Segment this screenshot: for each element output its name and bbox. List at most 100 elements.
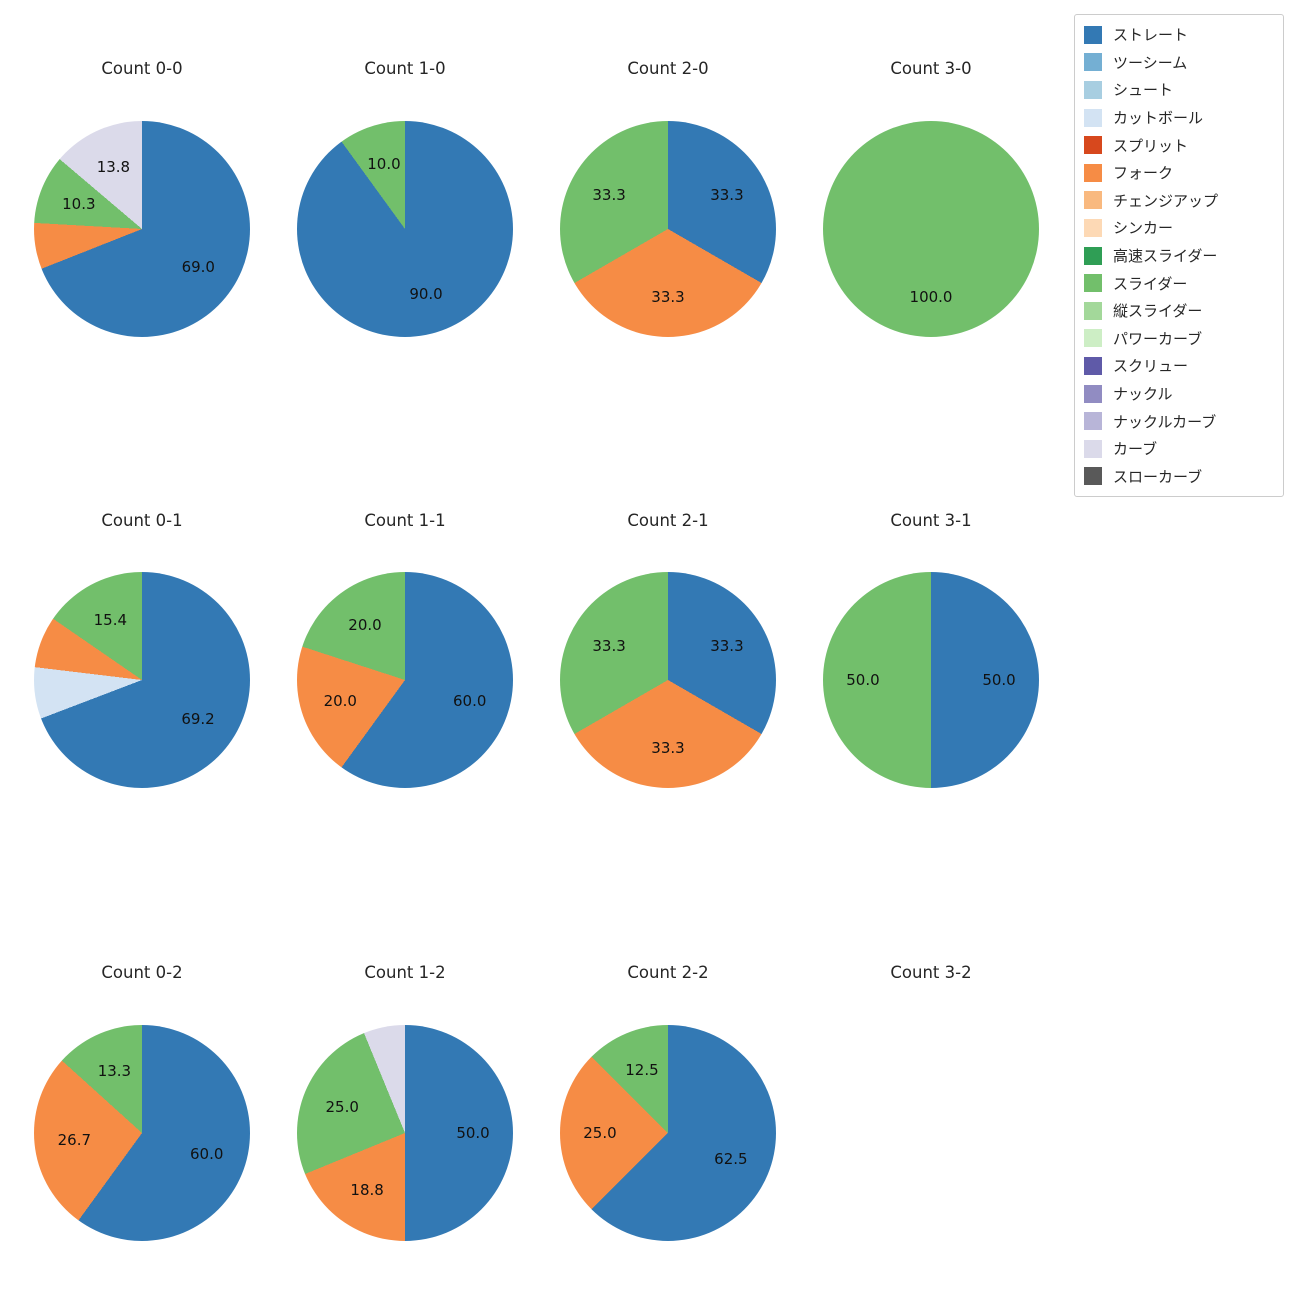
pie-slice-label: 33.3 — [592, 636, 626, 655]
legend-swatch — [1084, 163, 1102, 182]
chart-title: Count 2-1 — [627, 511, 709, 530]
pie-chart: 69.0 10.3 13.8 — [34, 121, 250, 337]
legend-swatch — [1084, 191, 1102, 210]
pie-slice-label: 60.0 — [453, 692, 487, 711]
pie-chart: 50.0 18.8 25.0 — [297, 1025, 513, 1241]
legend-item: カットボール — [1084, 104, 1277, 132]
chart-title: Count 3-2 — [890, 963, 972, 982]
legend-item: フォーク — [1084, 159, 1277, 187]
legend-item: パワーカーブ — [1084, 325, 1277, 353]
legend-item: スクリュー — [1084, 352, 1277, 380]
legend-swatch — [1084, 218, 1102, 237]
pie-chart: 33.3 33.3 33.3 — [560, 572, 776, 788]
pie-slice-label: 50.0 — [982, 671, 1016, 689]
pie-chart: 69.2 15.4 — [34, 572, 250, 788]
legend: ストレートツーシームシュートカットボールスプリットフォークチェンジアップ シンカー… — [1074, 14, 1284, 498]
pie-slice-label: 33.3 — [592, 185, 626, 204]
legend-item: ストレート — [1084, 21, 1277, 49]
chart-title: Count 3-1 — [890, 511, 972, 530]
legend-swatch — [1084, 439, 1102, 458]
legend-swatch — [1084, 274, 1102, 293]
legend-items: ストレートツーシームシュートカットボールスプリットフォークチェンジアップ シンカー… — [1084, 21, 1277, 490]
chart-title: Count 2-2 — [627, 963, 709, 982]
legend-item-label: スクリュー — [1113, 357, 1189, 376]
legend-item: 縦スライダー — [1084, 297, 1277, 325]
legend-item: スローカーブ — [1084, 463, 1277, 491]
pie-slice-label: 100.0 — [909, 288, 953, 307]
chart-title: Count 0-2 — [101, 963, 183, 982]
chart-title: Count 0-0 — [101, 59, 183, 78]
legend-item: シンカー — [1084, 214, 1277, 242]
chart-title: Count 1-1 — [364, 511, 446, 530]
legend-item: スライダー — [1084, 269, 1277, 297]
legend-item-label: パワーカーブ — [1113, 329, 1203, 348]
chart-title: Count 0-1 — [101, 511, 183, 530]
legend-item: チェンジアップ — [1084, 187, 1277, 215]
pie-slice-label: 10.3 — [62, 194, 96, 213]
legend-item-label: カットボール — [1113, 109, 1204, 128]
legend-item-label: シンカー — [1113, 219, 1174, 238]
legend-swatch — [1084, 301, 1102, 320]
pie-chart: 50.0 50.0 — [823, 572, 1039, 788]
legend-item-label: スローカーブ — [1113, 467, 1203, 486]
pie-slice-label: 62.5 — [714, 1150, 748, 1169]
pie-slice-label: 69.2 — [181, 709, 215, 728]
legend-swatch — [1084, 136, 1102, 155]
legend-swatch — [1084, 467, 1102, 486]
legend-item: シュート — [1084, 76, 1277, 104]
pie-slice-label: 33.3 — [651, 288, 685, 307]
legend-swatch — [1084, 25, 1102, 44]
pie-slice-label: 15.4 — [93, 610, 128, 629]
pie-slice-label: 20.0 — [323, 692, 357, 711]
chart-title: Count 2-0 — [627, 59, 709, 78]
legend-item-label: スライダー — [1113, 274, 1188, 293]
chart-title: Count 3-0 — [890, 59, 972, 78]
pie-chart: 100.0 — [823, 121, 1039, 337]
pie-slice-label: 25.0 — [583, 1124, 617, 1142]
pie-chart: 60.0 26.7 13.3 — [34, 1025, 250, 1241]
legend-item-label: 高速スライダー — [1113, 247, 1218, 266]
pie-slice-label: 12.5 — [625, 1061, 659, 1080]
pie-slice-label: 50.0 — [846, 671, 880, 689]
pie-slice-label: 90.0 — [409, 284, 443, 303]
legend-item-label: ナックル — [1113, 385, 1173, 404]
pie-slice-label: 20.0 — [348, 615, 382, 634]
legend-item-label: シュート — [1113, 81, 1174, 100]
pie-chart: 90.0 10.0 — [297, 121, 513, 337]
pie-slice-label: 33.3 — [710, 636, 744, 655]
pie-slice-label: 25.0 — [325, 1097, 359, 1116]
legend-item-label: ストレート — [1113, 26, 1189, 45]
legend-swatch — [1084, 329, 1102, 348]
legend-swatch — [1084, 80, 1102, 99]
legend-swatch — [1084, 384, 1102, 403]
legend-swatch — [1084, 412, 1102, 431]
pie-slice-label: 33.3 — [710, 185, 744, 204]
chart-title: Count 1-0 — [364, 59, 446, 78]
legend-item: ツーシーム — [1084, 49, 1277, 77]
legend-item-label: 縦スライダー — [1113, 302, 1203, 321]
legend-item: 高速スライダー — [1084, 242, 1277, 270]
pie-slice-label: 18.8 — [350, 1180, 384, 1199]
pie-chart: 33.3 33.3 33.3 — [560, 121, 776, 337]
legend-item: ナックル — [1084, 380, 1277, 408]
legend-swatch — [1084, 246, 1102, 265]
legend-swatch — [1084, 108, 1102, 127]
pie-slice-label: 60.0 — [190, 1145, 224, 1164]
legend-item-label: フォーク — [1113, 164, 1174, 183]
pie-slice-label: 13.8 — [96, 158, 131, 177]
legend-item-label: ツーシーム — [1113, 53, 1188, 72]
pie-slice-label: 69.0 — [181, 258, 215, 277]
legend-item-label: チェンジアップ — [1113, 191, 1219, 210]
pie-chart: 62.5 25.0 12.5 — [560, 1025, 776, 1241]
legend-item-label: カーブ — [1113, 440, 1158, 459]
legend-item: スプリット — [1084, 131, 1277, 159]
legend-item: カーブ — [1084, 435, 1277, 463]
legend-item-label: ナックルカーブ — [1113, 412, 1217, 431]
pie-slice-label: 26.7 — [57, 1131, 92, 1150]
pie-slice-label: 33.3 — [651, 739, 685, 758]
chart-title: Count 1-2 — [364, 963, 446, 982]
pie-slice-label: 13.3 — [97, 1061, 132, 1080]
legend-item: ナックルカーブ — [1084, 407, 1277, 435]
pie-slice-label: 10.0 — [367, 155, 401, 174]
